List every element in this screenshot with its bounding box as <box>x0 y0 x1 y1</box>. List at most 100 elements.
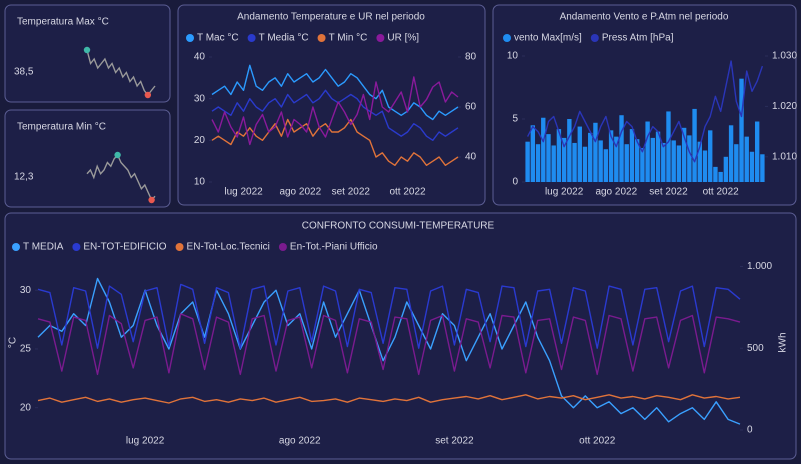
series-line <box>211 64 459 121</box>
sparkline-min <box>144 91 152 99</box>
bar <box>525 141 530 182</box>
bar <box>749 151 755 182</box>
series-line <box>211 118 459 166</box>
tick-label: 1.020 <box>772 101 797 112</box>
legend-swatch <box>278 243 287 251</box>
card-title: Temperatura Max °C <box>17 17 109 28</box>
bar <box>598 140 603 182</box>
bar <box>754 121 760 182</box>
series-line <box>37 277 741 425</box>
bar <box>530 125 536 182</box>
x-tick-label: ago 2022 <box>279 436 321 447</box>
bar <box>614 136 619 182</box>
bar <box>546 134 551 182</box>
tick-label: 1.000 <box>747 261 772 272</box>
bar <box>650 137 656 182</box>
card-title: Temperatura Min °C <box>17 122 106 133</box>
tick-label: 1.030 <box>772 51 797 62</box>
series-line <box>37 283 741 349</box>
tick-label: 60 <box>465 102 477 113</box>
chart-panel <box>177 4 486 206</box>
bar <box>739 78 744 182</box>
bar <box>744 136 749 182</box>
legend-label: T Mac °C <box>197 33 239 44</box>
bar <box>661 142 666 182</box>
tick-label: 30 <box>20 285 32 296</box>
bar <box>760 154 765 182</box>
bar <box>608 130 614 182</box>
bar <box>619 115 624 182</box>
sparkline-min <box>148 196 155 204</box>
bar <box>734 144 739 182</box>
bar <box>593 122 598 182</box>
bar <box>655 131 661 182</box>
bar <box>624 144 629 182</box>
bar <box>708 130 713 182</box>
bar <box>634 139 640 182</box>
bar <box>697 141 702 182</box>
legend-swatch <box>590 34 599 42</box>
bar <box>541 117 546 182</box>
tick-label: 40 <box>194 52 206 63</box>
bar <box>713 166 718 182</box>
chart-title: Andamento Vento e P.Atm nel periodo <box>560 12 729 23</box>
legend-label: EN-TOT-EDIFICIO <box>83 242 166 253</box>
series-line <box>37 394 741 404</box>
bar <box>645 121 650 182</box>
legend-label: T Min °C <box>329 33 368 44</box>
x-tick-label: ott 2022 <box>703 187 740 198</box>
y-axis-title: °C <box>8 337 19 348</box>
tick-label: 1.010 <box>772 151 797 162</box>
sparkline-max <box>83 46 91 54</box>
legend-label: EN-Tot-Loc.Tecnici <box>187 242 270 253</box>
legend-swatch <box>376 34 385 42</box>
bar <box>629 129 635 182</box>
legend-swatch <box>247 34 256 42</box>
bar <box>671 140 676 182</box>
legend-label: T Media °C <box>259 33 309 44</box>
bar <box>561 137 567 182</box>
series-line <box>211 89 459 141</box>
tick-label: 20 <box>194 135 206 146</box>
legend-label: En-Tot.-Piani Ufficio <box>290 242 378 253</box>
bar <box>582 146 588 182</box>
bar <box>723 156 729 182</box>
legend-label: vento Max[m/s] <box>514 33 582 44</box>
x-tick-label: ago 2022 <box>279 187 321 198</box>
x-tick-label: lug 2022 <box>126 436 165 447</box>
x-tick-label: ott 2022 <box>579 436 616 447</box>
legend-label: UR [%] <box>387 33 419 44</box>
bar <box>640 147 645 182</box>
bar <box>676 145 682 182</box>
legend-label: T MEDIA <box>23 242 64 253</box>
legend-swatch <box>12 243 20 251</box>
tick-label: 0 <box>512 177 518 188</box>
bar <box>702 150 708 182</box>
bar <box>681 127 687 182</box>
bar <box>718 171 723 182</box>
bar <box>556 129 562 182</box>
tick-label: 80 <box>465 52 477 63</box>
legend-label: Press Atm [hPa] <box>602 33 674 44</box>
bar <box>687 135 692 182</box>
tick-label: 30 <box>194 93 206 104</box>
tick-label: 20 <box>20 402 32 413</box>
sparkline-max <box>114 151 121 159</box>
x-tick-label: lug 2022 <box>224 187 263 198</box>
bar <box>603 149 609 182</box>
card-value: 12,3 <box>14 172 34 183</box>
legend-swatch <box>186 34 194 42</box>
sparkline <box>86 49 156 97</box>
legend-swatch <box>503 34 511 42</box>
tick-label: 5 <box>512 114 518 125</box>
series-line <box>526 60 764 163</box>
tick-label: 500 <box>747 343 764 354</box>
x-tick-label: set 2022 <box>332 187 371 198</box>
chart-title: CONFRONTO CONSUMI-TEMPERATURE <box>302 221 495 232</box>
series-line <box>211 76 459 146</box>
tick-label: 10 <box>194 177 206 188</box>
tick-label: 40 <box>465 152 477 163</box>
chart-title: Andamento Temperature e UR nel periodo <box>237 12 425 23</box>
card-panel <box>4 109 171 208</box>
